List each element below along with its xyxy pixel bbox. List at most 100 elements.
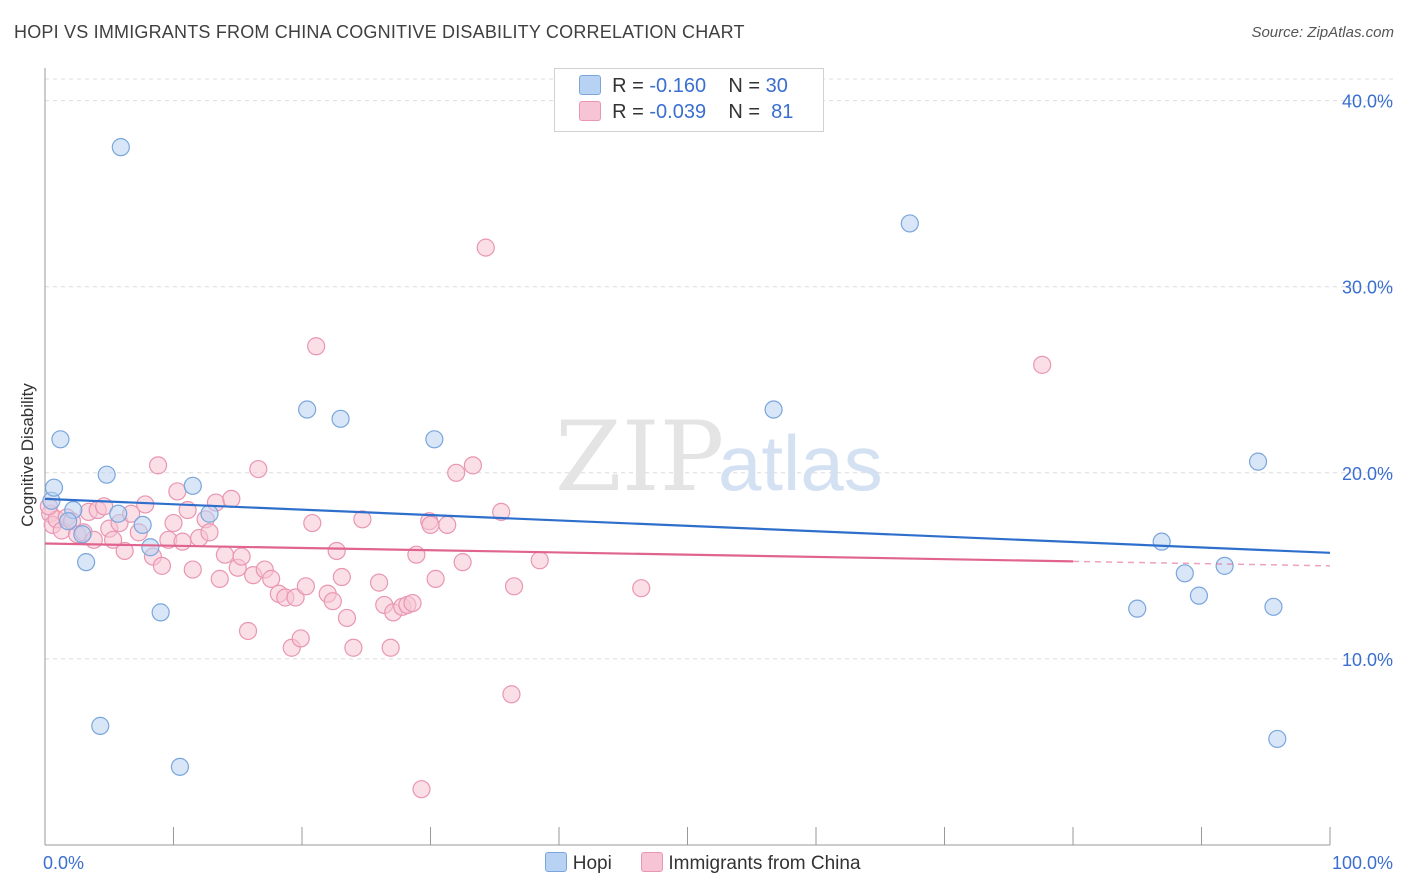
china-point [286,588,305,607]
hopi-point [141,538,160,557]
hopi-r-label: R = [612,75,644,97]
hopi-point [900,214,919,233]
y-tick-label: 20.0% [1342,464,1393,484]
legend-hopi-swatch [545,852,568,872]
hopi-point [59,512,78,531]
hopi-point [1128,599,1147,618]
china-n-label: N = [728,101,761,123]
china-point [412,780,431,799]
watermark-atlas: atlas [718,419,883,507]
china-trend-line-extension [1072,560,1331,567]
hopi-point [764,400,783,419]
correlation-legend: R = -0.160 N = 30 R = -0.039 N = 81 [554,68,824,132]
china-r-label: R = [612,101,644,123]
hopi-point [111,138,130,157]
hopi-point [1268,729,1287,749]
china-point [215,545,234,564]
china-point [327,541,346,561]
china-point [249,459,268,479]
hopi-swatch [579,75,601,95]
china-point [173,532,192,551]
china-point [492,502,511,521]
china-point [323,592,342,611]
hopi-r-value: -0.160 [649,75,707,97]
x-tick-label-100: 100.0% [1332,853,1393,873]
hopi-point [298,400,317,419]
china-point [152,556,172,575]
watermark-zip: ZIP [555,401,724,513]
china-point [476,238,495,257]
china-point [403,593,422,613]
hopi-point [1264,597,1283,616]
china-point [381,638,400,657]
china-point [504,577,524,596]
china-point [502,685,521,704]
hopi-point [109,504,128,523]
china-point [136,495,155,514]
china-point [370,573,389,592]
legend-china-swatch [641,852,664,872]
chart-title: HOPI VS IMMIGRANTS FROM CHINA COGNITIVE … [14,22,745,42]
china-point [530,551,549,570]
china-point [463,456,483,475]
china-point [307,337,326,356]
legend-item-china: Immigrants from China [641,852,861,874]
china-point [148,456,168,475]
hopi-point [1175,564,1194,583]
y-tick-label: 30.0% [1342,278,1393,298]
china-point [115,541,134,561]
china-point [168,482,187,501]
hopi-n-label: N = [728,75,761,97]
china-point [291,629,310,648]
china-swatch [579,101,601,121]
china-point [407,545,426,564]
hopi-n-value: 30 [765,75,788,97]
china-point [222,489,241,508]
hopi-point [44,478,64,497]
hopi-point [1215,556,1234,575]
china-point [262,569,281,588]
hopi-point [331,409,350,428]
hopi-point [73,525,92,544]
x-tick-label-0: 0.0% [43,853,84,873]
y-tick-label: 10.0% [1342,650,1393,670]
china-point [453,553,472,572]
china-point [353,510,372,529]
legend-item-hopi: Hopi [545,852,617,874]
hopi-point [1152,532,1171,551]
hopi-point [51,430,70,449]
hopi-point [170,757,190,776]
china-point [447,463,466,482]
china-trend-line [44,542,1074,563]
china-point [426,569,445,588]
hopi-point [425,430,444,449]
china-point [303,513,322,533]
hopi-point [77,553,96,572]
china-point [183,560,202,579]
china-point [164,513,183,533]
hopi-point [151,603,170,622]
hopi-point [91,716,110,735]
legend-row-hopi: R = -0.160 N = 30 [579,75,788,99]
legend-hopi-label: Hopi [572,853,612,874]
y-axis-label: Cognitive Disability [18,383,37,527]
china-point [421,515,440,535]
legend-row-china: R = -0.039 N = 81 [579,101,793,125]
china-point [232,547,251,566]
legend-china-label: Immigrants from China [668,853,861,874]
china-r-value: -0.039 [649,101,707,123]
hopi-point [1189,586,1209,605]
china-point [296,577,315,596]
china-point [210,569,229,588]
source-label: Source: ZipAtlas.com [1251,24,1394,41]
china-point [344,638,363,657]
china-point [332,567,351,587]
y-tick-label: 40.0% [1342,92,1393,112]
hopi-trend-line [44,497,1331,554]
china-point [1033,355,1052,374]
hopi-point [1248,452,1268,471]
hopi-point [97,465,116,484]
china-n-value: 81 [771,101,794,123]
china-point [238,621,258,641]
